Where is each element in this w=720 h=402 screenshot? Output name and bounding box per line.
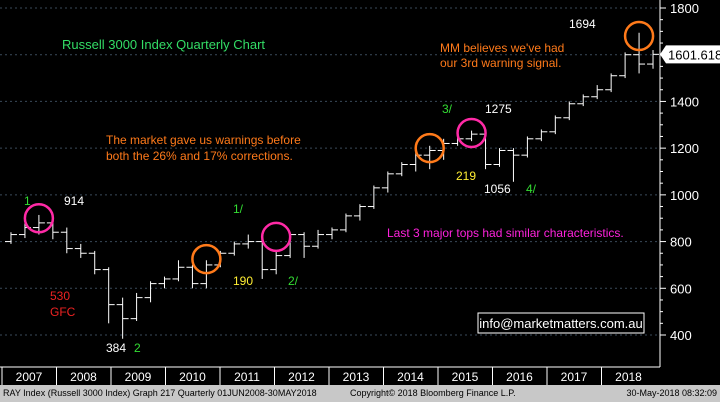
- footer-graph-info: RAY Index (Russell 3000 Index) Graph 217…: [3, 388, 317, 398]
- x-tick-label: 2009: [125, 370, 152, 384]
- ohlc-bar: [256, 239, 269, 279]
- ohlc-bar: [633, 32, 646, 74]
- ohlc-bar: [521, 136, 534, 158]
- y-tick-label: 1400: [670, 94, 699, 109]
- ohlc-bar: [298, 232, 311, 258]
- ohlc-bar: [130, 292, 143, 321]
- watermark-text: info@marketmatters.com.au: [479, 316, 642, 331]
- ohlc-bar: [312, 229, 325, 249]
- ohlc-bar: [60, 227, 73, 254]
- chart-annotation: Last 3 major tops had similar characteri…: [387, 226, 624, 240]
- chart-annotation: 914: [64, 194, 84, 208]
- ohlc-bar: [367, 185, 380, 209]
- ohlc-bar: [619, 52, 632, 79]
- x-tick-label: 2016: [506, 370, 533, 384]
- chart-annotation: both the 26% and 17% corrections.: [106, 149, 293, 163]
- chart-annotation: 1694: [569, 17, 596, 31]
- ohlc-bar: [102, 267, 115, 324]
- ohlc-bar: [381, 171, 394, 193]
- x-tick-label: 2011: [234, 370, 260, 384]
- ohlc-bar: [242, 234, 255, 249]
- ohlc-bar: [395, 162, 408, 177]
- ohlc-bar: [144, 281, 157, 303]
- ohlc-bar: [493, 148, 506, 167]
- y-tick-label: 1000: [670, 188, 699, 203]
- ohlc-bar: [549, 115, 562, 135]
- ohlc-bar: [116, 297, 129, 339]
- ohlc-bar: [647, 50, 659, 69]
- highlight-circle: [456, 117, 487, 149]
- chart-annotation: GFC: [50, 305, 76, 319]
- x-tick-label: 2017: [561, 370, 588, 384]
- chart-annotation: The market gave us warnings before: [106, 133, 301, 147]
- chart-annotation: 3/: [442, 102, 453, 116]
- ohlc-bar: [88, 250, 101, 275]
- x-tick-label: 2015: [452, 370, 479, 384]
- x-tick-label: 2010: [179, 370, 206, 384]
- y-tick-label: 800: [670, 235, 692, 250]
- ohlc-bar: [535, 129, 548, 142]
- ohlc-bar: [74, 243, 87, 258]
- chart-annotation: 530: [50, 289, 70, 303]
- footer-bar: RAY Index (Russell 3000 Index) Graph 217…: [0, 385, 720, 402]
- ohlc-bar: [423, 145, 436, 170]
- chart-annotation: 219: [456, 169, 476, 183]
- chart-annotation: 384: [106, 341, 126, 355]
- ohlc-bar: [172, 260, 185, 282]
- chart-annotation: 1056: [484, 182, 511, 196]
- x-tick-label: 2018: [615, 370, 642, 384]
- ohlc-bar: [158, 276, 171, 289]
- x-tick-label: 2007: [16, 370, 43, 384]
- ohlc-bar: [577, 94, 590, 107]
- highlight-circle: [260, 221, 292, 253]
- chart-annotation: 1275: [485, 102, 512, 116]
- x-tick-label: 2013: [343, 370, 370, 384]
- time-axis-panel: [0, 367, 720, 385]
- ohlc-bar: [339, 213, 352, 233]
- chart-annotation: 190: [233, 274, 253, 288]
- ohlc-bar: [353, 204, 366, 221]
- last-price-label: 1601.618: [668, 47, 720, 62]
- chart-annotation: 4/: [526, 182, 537, 196]
- x-tick-label: 2008: [70, 370, 97, 384]
- ohlc-bar: [605, 73, 618, 93]
- highlight-circle: [191, 243, 222, 275]
- x-tick-label: 2014: [397, 370, 424, 384]
- chart-annotation: 2: [134, 341, 141, 355]
- chart-annotation: 1/: [233, 202, 244, 216]
- watermark-box: [477, 312, 645, 334]
- chart-annotation: MM believes we've had: [440, 41, 564, 55]
- ohlc-bar: [186, 264, 199, 289]
- y-tick-label: 1200: [670, 141, 699, 156]
- y-tick-label: 1800: [670, 1, 699, 16]
- chart-annotation: our 3rd warning signal.: [440, 56, 561, 70]
- chart-annotation: 2/: [288, 274, 299, 288]
- x-tick-label: 2012: [288, 370, 315, 384]
- highlight-circle: [23, 202, 55, 234]
- ohlc-bar: [270, 250, 283, 275]
- ohlc-bar: [563, 101, 576, 121]
- ohlc-bar: [228, 241, 241, 256]
- ohlc-bar: [465, 130, 478, 142]
- highlight-circle: [623, 20, 655, 52]
- last-price-box: [660, 45, 720, 64]
- footer-timestamp: 30-May-2018 08:32:09: [626, 388, 717, 398]
- ohlc-bar: [5, 232, 17, 244]
- footer-copyright: Copyright© 2018 Bloomberg Finance L.P.: [350, 388, 516, 398]
- chart-annotation: 1: [24, 194, 31, 208]
- highlight-circle: [414, 132, 445, 164]
- ohlc-chart: 400600800100012001400160018001601.618200…: [0, 0, 720, 385]
- chart-title: Russell 3000 Index Quarterly Chart: [62, 37, 265, 52]
- y-tick-label: 600: [670, 281, 692, 296]
- ohlc-bar: [507, 148, 520, 182]
- y-tick-label: 400: [670, 328, 692, 343]
- ohlc-bar: [326, 227, 338, 240]
- ohlc-bar: [591, 85, 604, 100]
